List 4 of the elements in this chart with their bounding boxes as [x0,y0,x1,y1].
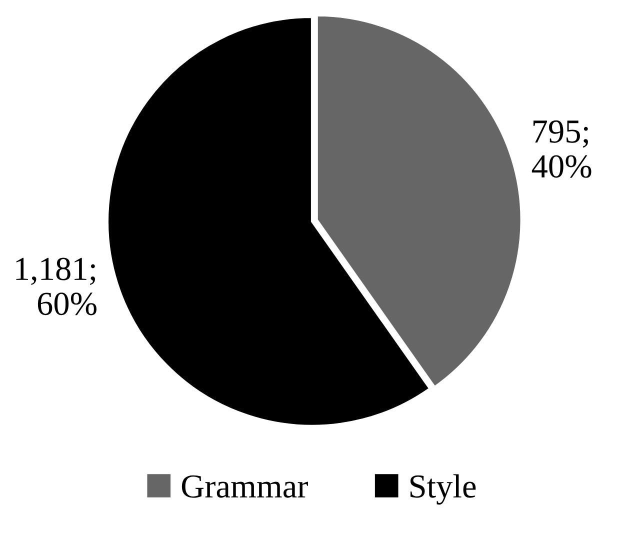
legend-label: Style [410,474,476,505]
data-label: 795; 40% [532,120,592,178]
legend-label: Grammar [182,475,308,498]
data-label: 1,181; 60% [16,258,96,316]
